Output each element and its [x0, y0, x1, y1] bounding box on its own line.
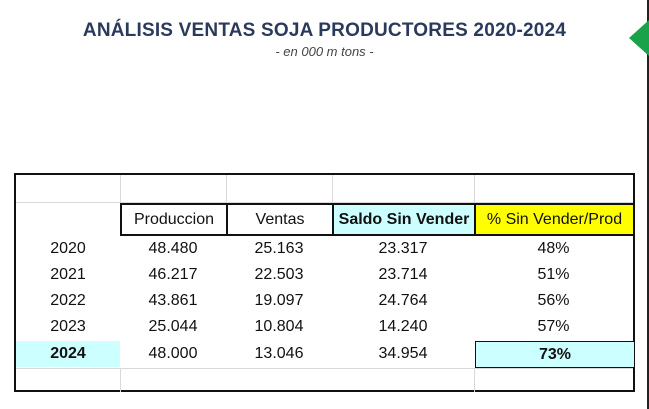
- row-pct: 48%: [537, 240, 570, 257]
- grid-line: [474, 175, 475, 203]
- grid-line: [16, 202, 633, 203]
- header-saldo-sin-vender: Saldo Sin Vender: [332, 203, 476, 236]
- row-ventas: 19.097: [254, 292, 304, 309]
- row-produccion: 43.861: [148, 292, 198, 309]
- row-year: 2023: [50, 318, 86, 335]
- row-ventas: 25.163: [254, 240, 304, 257]
- row-produccion: 46.217: [148, 266, 198, 283]
- row-pct: 51%: [537, 266, 570, 283]
- row-saldo: 23.317: [378, 240, 428, 257]
- row-year: 2021: [50, 266, 86, 283]
- data-table: Produccion Ventas Saldo Sin Vender % Sin…: [14, 173, 635, 392]
- grid-line: [332, 175, 333, 203]
- row-saldo: 24.764: [378, 292, 428, 309]
- report-subtitle: - en 000 m tons -: [275, 44, 374, 59]
- row-ventas: 22.503: [254, 266, 304, 283]
- row-year-highlighted: 2024: [16, 341, 120, 367]
- green-triangle-icon: [629, 20, 649, 56]
- grid-line: [16, 368, 633, 369]
- window-edge: [647, 0, 649, 409]
- row-pct-highlighted: 73%: [475, 341, 635, 368]
- row-pct: 56%: [537, 292, 570, 309]
- row-produccion: 48.480: [148, 240, 198, 257]
- row-year: 2020: [50, 240, 86, 257]
- row-saldo: 34.954: [378, 345, 428, 362]
- row-produccion: 25.044: [148, 318, 198, 335]
- row-saldo: 14.240: [378, 318, 428, 335]
- row-year: 2022: [50, 292, 86, 309]
- header-ventas: Ventas: [226, 203, 334, 236]
- grid-line: [226, 175, 227, 203]
- grid-line: [120, 368, 121, 392]
- row-saldo: 23.714: [378, 266, 428, 283]
- row-ventas: 10.804: [254, 318, 304, 335]
- row-produccion: 48.000: [148, 345, 198, 362]
- row-pct: 57%: [537, 318, 570, 335]
- header-pct-sin-vender: % Sin Vender/Prod: [474, 203, 635, 236]
- header-produccion: Produccion: [120, 203, 228, 236]
- grid-line: [474, 368, 475, 392]
- row-ventas: 13.046: [254, 345, 304, 362]
- report-title: ANÁLISIS VENTAS SOJA PRODUCTORES 2020-20…: [82, 20, 567, 41]
- grid-line: [120, 175, 121, 203]
